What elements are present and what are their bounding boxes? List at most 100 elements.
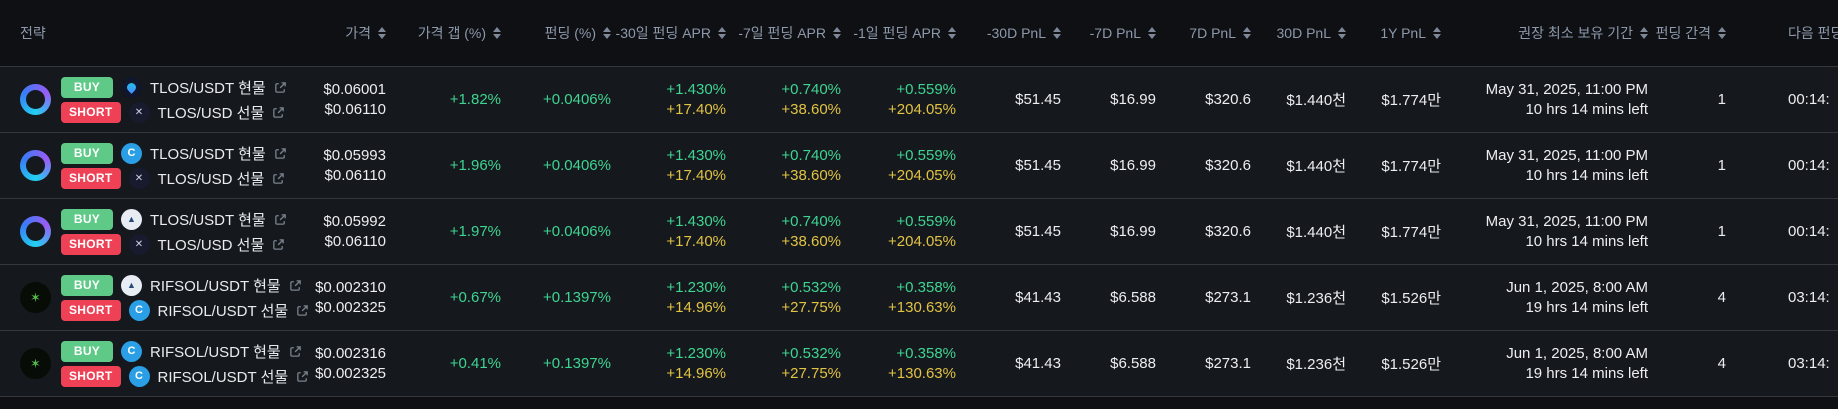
- pnl-1y: $1.774만: [1381, 92, 1441, 109]
- external-link-icon[interactable]: [274, 213, 287, 226]
- apr-1d-annualized: +204.05%: [888, 232, 956, 250]
- holding-until-date: May 31, 2025, 11:00 PM: [1485, 146, 1648, 164]
- col-header-label: -7일 펀딩 APR: [738, 25, 826, 41]
- buy-badge: BUY: [61, 208, 113, 230]
- next-funding-countdown: 00:14:: [1788, 157, 1830, 174]
- short-leg: SHORT RIFSOL/USDT 선물: [61, 299, 309, 321]
- holding-time-left: 19 hrs 14 mins left: [1525, 298, 1648, 316]
- sort-icon: [833, 27, 841, 39]
- buy-price: $0.002316: [315, 344, 386, 362]
- price-cell: $0.06001 $0.06110: [290, 80, 400, 120]
- buy-price: $0.002310: [315, 278, 386, 296]
- short-pair-label: RIFSOL/USDT 선물: [157, 368, 289, 386]
- col-header-price-gap[interactable]: 가격 갭 (%): [400, 23, 515, 43]
- col-header-apr-7d[interactable]: -7일 펀딩 APR: [738, 23, 855, 43]
- rifsol-token-icon: [20, 348, 51, 379]
- col-header-next-funding[interactable]: 다음 펀딩까: [1748, 23, 1838, 43]
- short-leg: SHORT RIFSOL/USDT 선물: [61, 365, 309, 387]
- next-funding-countdown: 00:14:: [1788, 223, 1830, 240]
- buy-badge: BUY: [61, 274, 113, 296]
- short-pair-label: RIFSOL/USDT 선물: [157, 302, 289, 320]
- external-link-icon[interactable]: [296, 304, 309, 317]
- pnl-neg30d: $51.45: [1015, 223, 1061, 240]
- col-header-pnl-1y[interactable]: 1Y PnL: [1360, 25, 1455, 41]
- col-header-label: 펀딩 (%): [544, 25, 596, 41]
- external-link-icon[interactable]: [272, 172, 285, 185]
- external-link-icon[interactable]: [272, 238, 285, 251]
- short-price: $0.06110: [324, 100, 386, 118]
- table-bottom-edge: [0, 396, 1838, 408]
- apr-30d-annualized: +17.40%: [666, 166, 726, 184]
- apr-1d-rate: +0.358%: [896, 344, 956, 362]
- apr-30d-annualized: +14.96%: [666, 364, 726, 382]
- buy-pair-label: TLOS/USDT 현물: [150, 79, 266, 97]
- funding-rate: +0.0406%: [543, 157, 611, 174]
- table-row[interactable]: BUY TLOS/USDT 현물 SHORT TLOS/USD 선물 $0.06…: [0, 66, 1838, 132]
- strategy-legs: BUY TLOS/USDT 현물 SHORT TLOS/USD 선물: [61, 208, 287, 255]
- table-row[interactable]: BUY TLOS/USDT 현물 SHORT TLOS/USD 선물 $0.05…: [0, 132, 1838, 198]
- external-link-icon[interactable]: [289, 345, 302, 358]
- table-row[interactable]: BUY RIFSOL/USDT 현물 SHORT RIFSOL/USDT 선물 …: [0, 330, 1838, 396]
- col-header-pnl-30d[interactable]: 30D PnL: [1265, 25, 1360, 41]
- apr-7d-cell: +0.740% +38.60%: [740, 80, 855, 120]
- short-pair-label: TLOS/USD 선물: [157, 170, 265, 188]
- price-gap: +0.67%: [449, 289, 501, 306]
- col-header-pnl-7d[interactable]: 7D PnL: [1170, 25, 1265, 41]
- price-gap: +1.97%: [449, 223, 501, 240]
- holding-until-date: May 31, 2025, 11:00 PM: [1485, 212, 1648, 230]
- price-cell: $0.002310 $0.002325: [290, 278, 400, 318]
- short-price: $0.002325: [315, 298, 386, 316]
- col-header-apr-30d[interactable]: -30일 펀딩 APR: [616, 23, 740, 43]
- apr-30d-annualized: +17.40%: [666, 232, 726, 250]
- external-link-icon[interactable]: [272, 106, 285, 119]
- pnl-neg30d: $41.43: [1015, 289, 1061, 306]
- x-exchange-icon: [128, 233, 150, 255]
- short-badge: SHORT: [61, 101, 121, 123]
- strategy-legs: BUY TLOS/USDT 현물 SHORT TLOS/USD 선물: [61, 142, 287, 189]
- short-leg: SHORT TLOS/USD 선물: [61, 233, 287, 255]
- col-header-price[interactable]: 가격: [290, 23, 400, 43]
- buy-pair-label: TLOS/USDT 현물: [150, 145, 266, 163]
- apr-30d-cell: +1.430% +17.40%: [625, 212, 740, 252]
- col-header-pnl-neg30d[interactable]: -30D PnL: [970, 25, 1075, 41]
- tlos-token-icon: [20, 150, 51, 181]
- buy-leg: BUY RIFSOL/USDT 현물: [61, 340, 309, 362]
- min-holding-cell: May 31, 2025, 11:00 PM 10 hrs 14 mins le…: [1455, 146, 1660, 186]
- holding-until-date: Jun 1, 2025, 8:00 AM: [1506, 344, 1648, 362]
- external-link-icon[interactable]: [274, 81, 287, 94]
- col-header-label: 7D PnL: [1189, 25, 1236, 41]
- col-header-apr-1d[interactable]: -1일 펀딩 APR: [853, 23, 970, 43]
- pnl-neg7d: $6.588: [1110, 289, 1156, 306]
- short-badge: SHORT: [61, 299, 121, 321]
- external-link-icon[interactable]: [289, 279, 302, 292]
- table-row[interactable]: BUY TLOS/USDT 현물 SHORT TLOS/USD 선물 $0.05…: [0, 198, 1838, 264]
- sort-icon: [603, 27, 611, 39]
- pnl-30d: $1.440천: [1286, 92, 1346, 109]
- col-header-funding-interval[interactable]: 펀딩 간격: [1656, 23, 1748, 43]
- external-link-icon[interactable]: [296, 370, 309, 383]
- external-link-icon[interactable]: [274, 147, 287, 160]
- next-funding-countdown: 00:14:: [1788, 91, 1830, 108]
- apr-1d-annualized: +204.05%: [888, 166, 956, 184]
- table-body: BUY TLOS/USDT 현물 SHORT TLOS/USD 선물 $0.06…: [0, 66, 1838, 396]
- apr-30d-rate: +1.430%: [666, 146, 726, 164]
- short-price: $0.06110: [324, 166, 386, 184]
- col-header-min-holding-period[interactable]: 권장 최소 보유 기간: [1455, 23, 1660, 43]
- apr-7d-rate: +0.740%: [781, 80, 841, 98]
- holding-time-left: 19 hrs 14 mins left: [1525, 364, 1648, 382]
- pnl-7d: $273.1: [1205, 355, 1251, 372]
- pnl-neg7d: $16.99: [1110, 223, 1156, 240]
- apr-1d-annualized: +130.63%: [888, 298, 956, 316]
- apr-7d-cell: +0.740% +38.60%: [740, 212, 855, 252]
- table-row[interactable]: BUY RIFSOL/USDT 현물 SHORT RIFSOL/USDT 선물 …: [0, 264, 1838, 330]
- holding-until-date: Jun 1, 2025, 8:00 AM: [1506, 278, 1648, 296]
- short-badge: SHORT: [61, 365, 121, 387]
- col-header-funding-rate[interactable]: 펀딩 (%): [515, 23, 625, 43]
- sort-icon: [1433, 27, 1441, 39]
- apr-30d-cell: +1.230% +14.96%: [625, 278, 740, 318]
- tlos-token-icon: [20, 84, 51, 115]
- col-header-pnl-neg7d[interactable]: -7D PnL: [1075, 25, 1170, 41]
- c-exchange-icon: [128, 299, 150, 321]
- buy-badge: BUY: [61, 76, 113, 98]
